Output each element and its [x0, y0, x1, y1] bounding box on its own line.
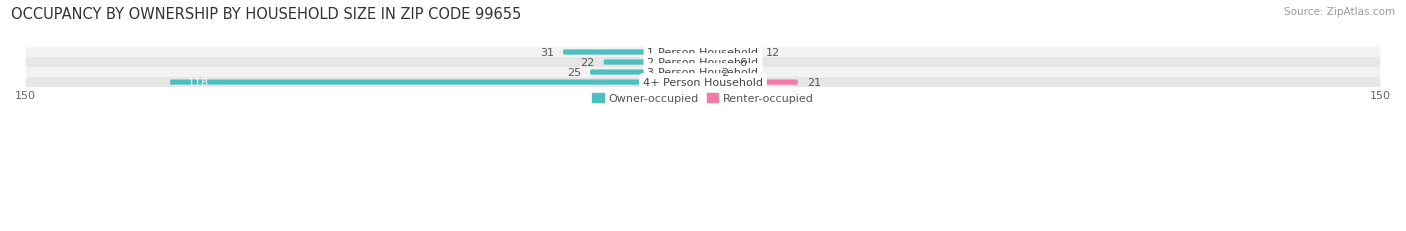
FancyBboxPatch shape — [703, 60, 730, 65]
FancyBboxPatch shape — [591, 70, 703, 75]
Text: 6: 6 — [740, 58, 747, 68]
Text: 2-Person Household: 2-Person Household — [647, 58, 759, 68]
Text: 21: 21 — [807, 78, 821, 88]
Text: 2: 2 — [721, 68, 728, 78]
FancyBboxPatch shape — [25, 78, 1381, 88]
FancyBboxPatch shape — [170, 80, 703, 85]
Text: 3-Person Household: 3-Person Household — [648, 68, 758, 78]
FancyBboxPatch shape — [703, 50, 758, 55]
Text: 4+ Person Household: 4+ Person Household — [643, 78, 763, 88]
FancyBboxPatch shape — [703, 80, 797, 85]
Text: Source: ZipAtlas.com: Source: ZipAtlas.com — [1284, 7, 1395, 17]
Text: 118: 118 — [188, 78, 209, 88]
Text: 1-Person Household: 1-Person Household — [648, 48, 758, 58]
FancyBboxPatch shape — [603, 60, 703, 65]
Text: 12: 12 — [766, 48, 780, 58]
Legend: Owner-occupied, Renter-occupied: Owner-occupied, Renter-occupied — [588, 89, 818, 108]
FancyBboxPatch shape — [25, 58, 1381, 68]
FancyBboxPatch shape — [25, 48, 1381, 58]
Text: 25: 25 — [567, 68, 581, 78]
Text: 22: 22 — [581, 58, 595, 68]
Text: OCCUPANCY BY OWNERSHIP BY HOUSEHOLD SIZE IN ZIP CODE 99655: OCCUPANCY BY OWNERSHIP BY HOUSEHOLD SIZE… — [11, 7, 522, 22]
FancyBboxPatch shape — [562, 50, 703, 55]
FancyBboxPatch shape — [703, 70, 711, 75]
FancyBboxPatch shape — [25, 68, 1381, 78]
Text: 31: 31 — [540, 48, 554, 58]
